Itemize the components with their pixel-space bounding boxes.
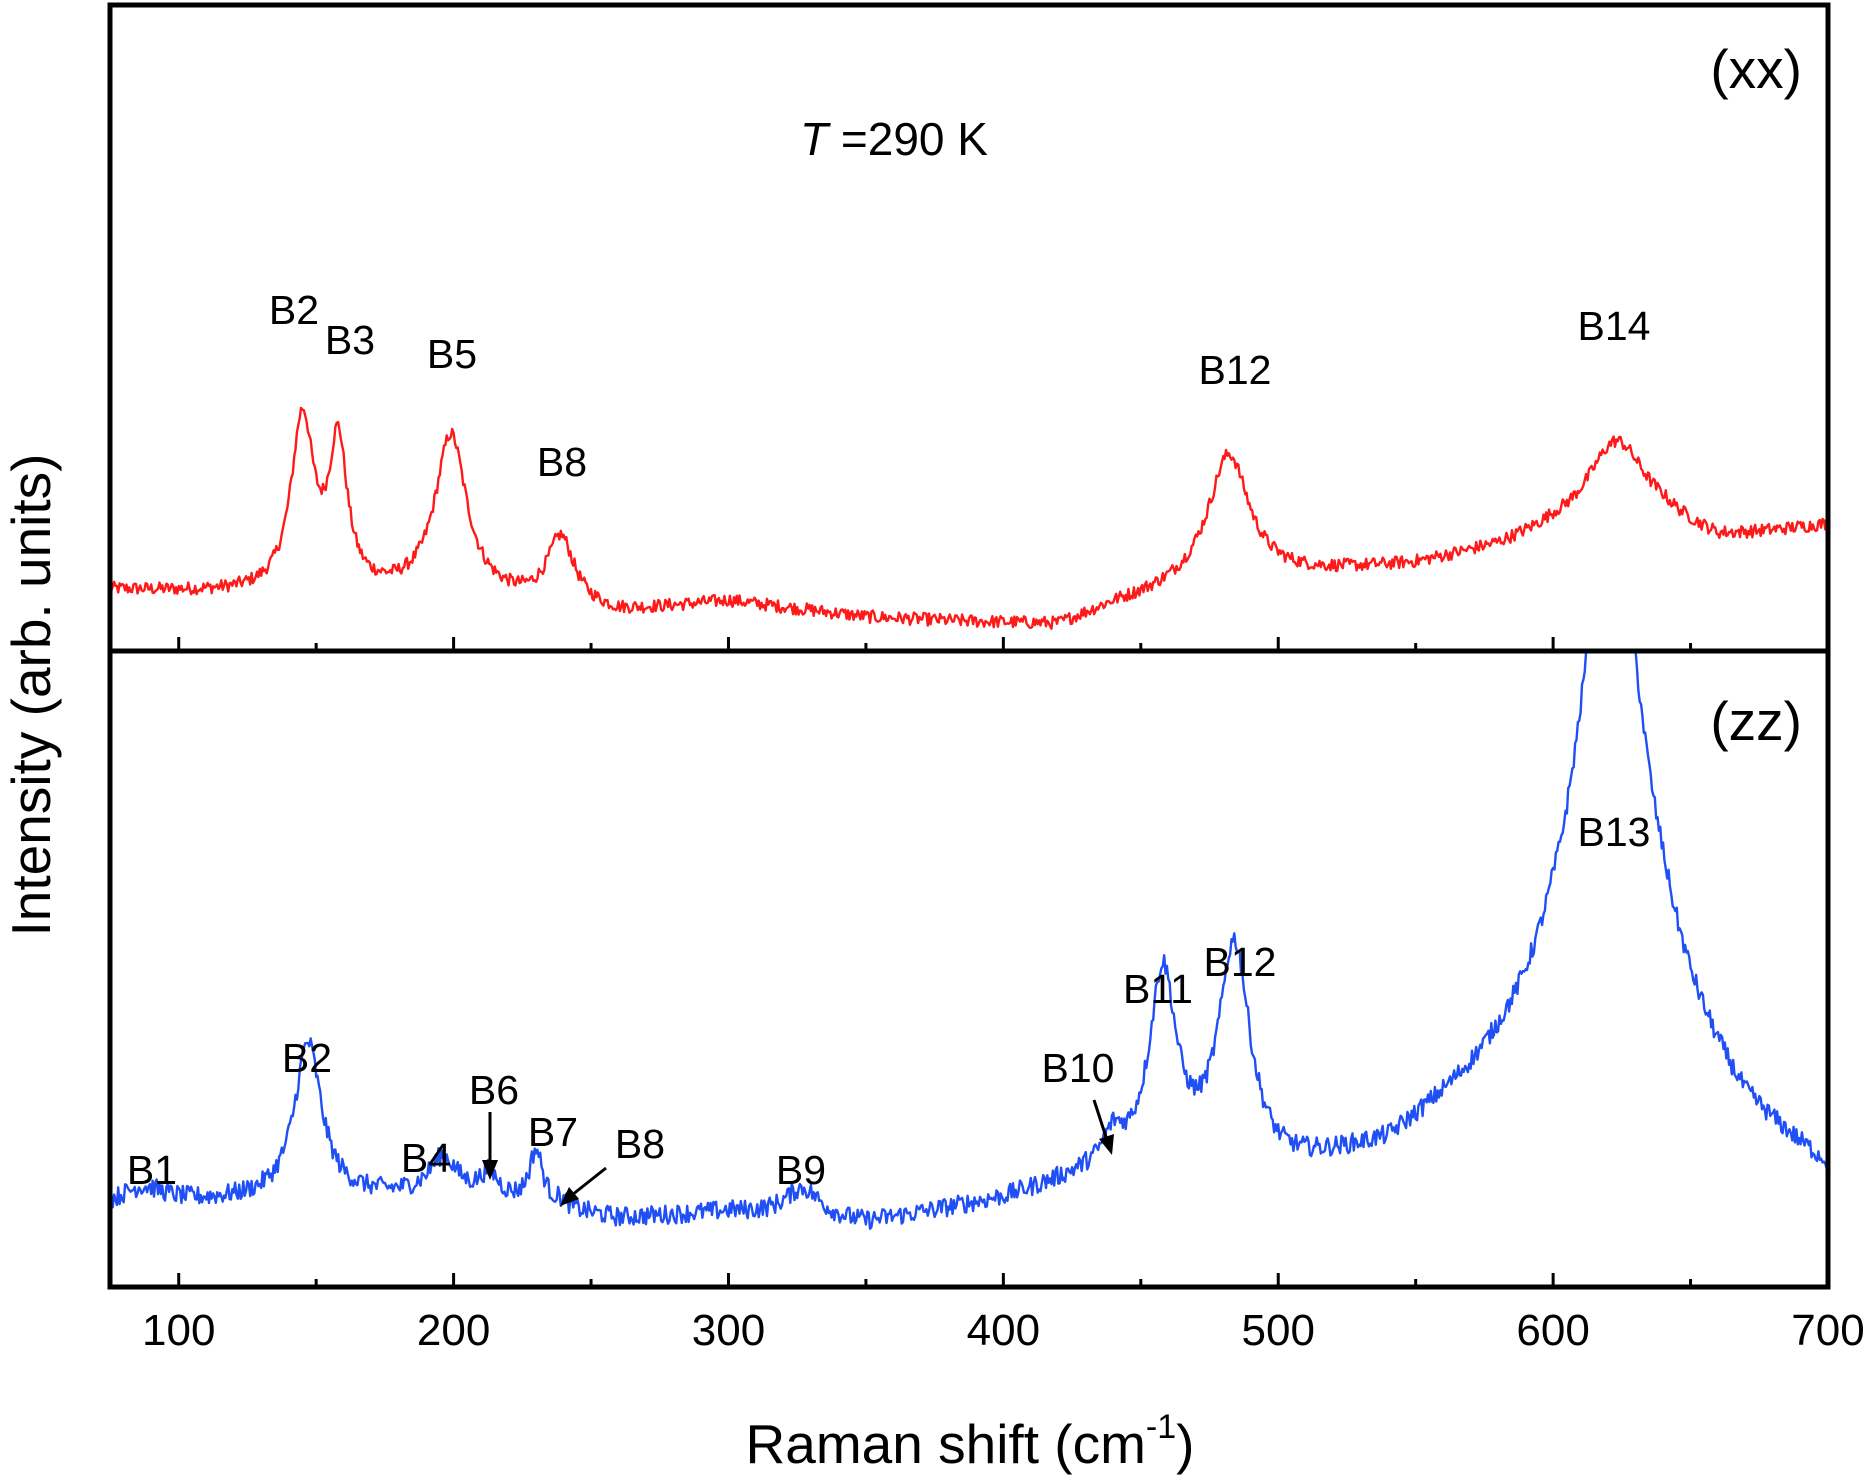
peak-label-zz-b13: B13 — [1578, 809, 1651, 855]
y-axis-title: Intensity (arb. units) — [0, 454, 62, 937]
x-axis-title-superscript: -1 — [1146, 1408, 1176, 1446]
peak-label-zz-b9: B9 — [776, 1147, 826, 1193]
x-tick-label-100: 100 — [142, 1306, 215, 1355]
x-tick-label-200: 200 — [417, 1306, 490, 1355]
x-tick-label-400: 400 — [967, 1306, 1040, 1355]
peak-label-zz-b8: B8 — [615, 1121, 665, 1167]
peak-label-zz-b6: B6 — [469, 1067, 519, 1113]
x-axis-title-close: ) — [1176, 1413, 1194, 1475]
zz-spectrum-line — [110, 651, 1828, 1230]
x-axis-title: Raman shift (cm-1) — [746, 1408, 1195, 1475]
peak-label-zz-b11: B11 — [1123, 966, 1193, 1012]
peak-label-xx-b2: B2 — [269, 287, 319, 333]
x-tick-label-600: 600 — [1516, 1306, 1589, 1355]
peak-label-zz-b7: B7 — [528, 1109, 578, 1155]
temperature-value: =290 K — [828, 113, 988, 165]
peak-label-zz-b12: B12 — [1204, 939, 1277, 985]
peak-label-xx-b8: B8 — [537, 439, 587, 485]
temperature-symbol: T — [800, 113, 831, 165]
x-axis-tick-labels: 100 200 300 400 500 600 700 — [142, 1306, 1865, 1355]
panel-label-xx: (xx) — [1710, 38, 1802, 100]
arrow-b10 — [1092, 1099, 1114, 1155]
panel-label-zz: (zz) — [1710, 690, 1802, 752]
x-tick-label-700: 700 — [1791, 1306, 1864, 1355]
peak-label-zz-b1: B1 — [127, 1147, 177, 1193]
peak-label-xx-b12: B12 — [1199, 347, 1272, 393]
arrow-b6 — [482, 1112, 498, 1180]
peak-label-xx-b3: B3 — [325, 317, 375, 363]
peak-label-zz-b4: B4 — [401, 1135, 451, 1181]
x-axis-ticks — [177, 637, 1830, 1287]
xx-spectrum-line — [110, 406, 1828, 630]
arrow-b8 — [560, 1166, 607, 1206]
x-tick-label-500: 500 — [1242, 1306, 1315, 1355]
plot-frame — [107, 2, 1831, 1290]
peak-label-zz-b2: B2 — [282, 1035, 332, 1081]
peak-label-zz-b10: B10 — [1042, 1045, 1115, 1091]
temperature-annotation: T =290 K — [800, 113, 988, 165]
peak-label-xx-b5: B5 — [427, 331, 477, 377]
peak-label-xx-b14: B14 — [1578, 303, 1651, 349]
x-axis-title-text: Raman shift (cm — [746, 1413, 1146, 1475]
x-tick-label-300: 300 — [692, 1306, 765, 1355]
